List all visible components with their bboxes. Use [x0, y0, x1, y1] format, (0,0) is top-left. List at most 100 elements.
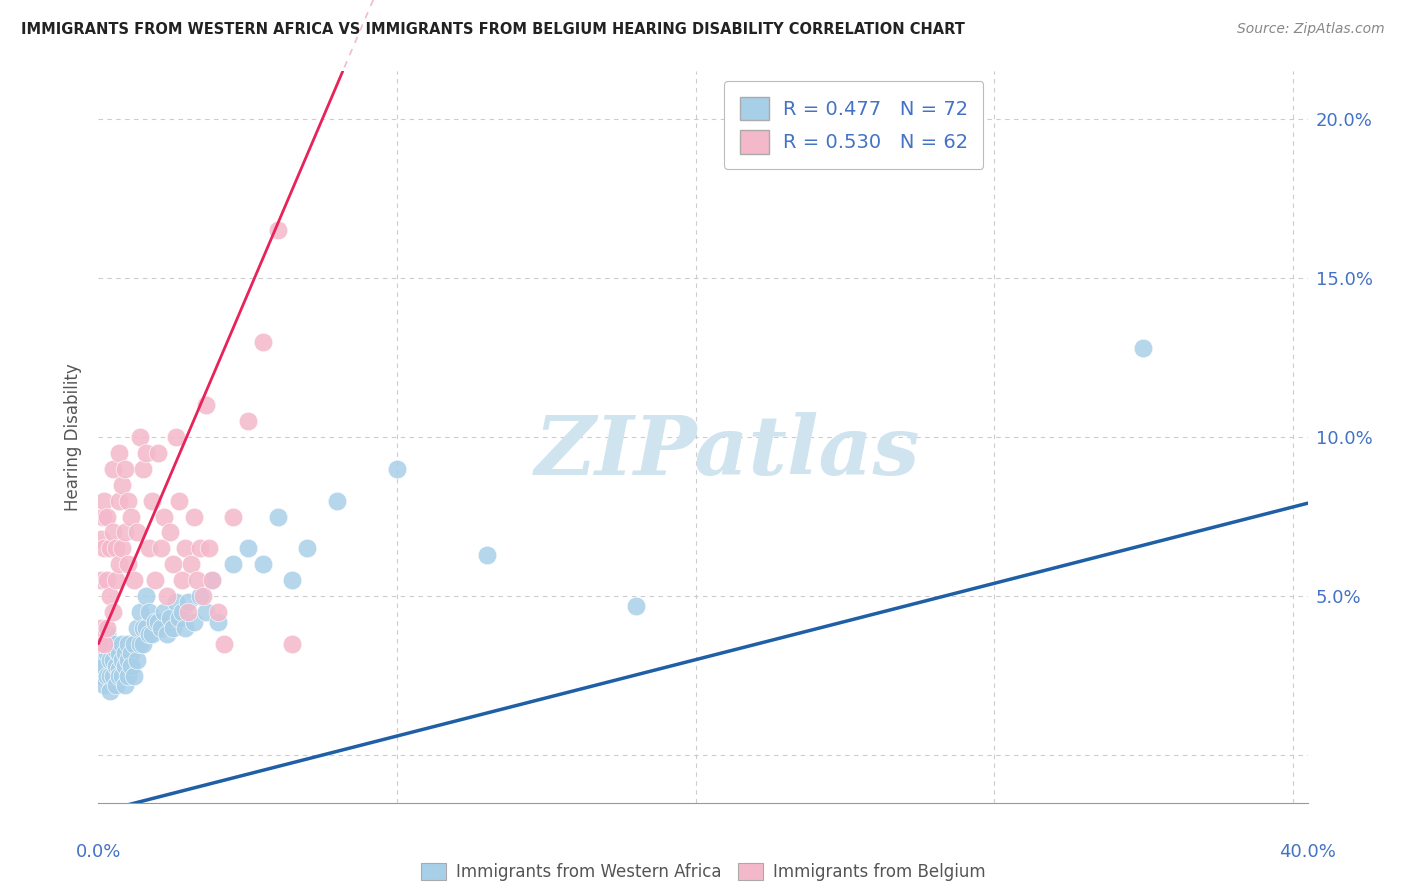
- Point: [93, 637, 115, 651]
- Point: [117, 653, 139, 667]
- Point: [108, 668, 131, 682]
- Point: [385, 462, 408, 476]
- Point: [129, 430, 152, 444]
- Point: [297, 541, 319, 556]
- Point: [153, 509, 176, 524]
- Point: [475, 548, 498, 562]
- Point: [222, 558, 245, 572]
- Point: [159, 611, 181, 625]
- Point: [111, 637, 134, 651]
- Point: [236, 414, 259, 428]
- Point: [98, 668, 121, 682]
- Point: [165, 430, 187, 444]
- Point: [89, 637, 111, 651]
- Point: [174, 621, 197, 635]
- Point: [207, 605, 229, 619]
- Point: [180, 558, 202, 572]
- Point: [236, 541, 259, 556]
- Point: [90, 653, 112, 667]
- Text: 0.0%: 0.0%: [76, 843, 121, 861]
- Point: [252, 558, 274, 572]
- Point: [111, 668, 134, 682]
- Point: [120, 646, 142, 660]
- Point: [127, 525, 149, 540]
- Point: [141, 627, 163, 641]
- Point: [120, 509, 142, 524]
- Point: [266, 509, 288, 524]
- Point: [114, 462, 136, 476]
- Point: [135, 589, 157, 603]
- Point: [105, 541, 128, 556]
- Point: [150, 621, 173, 635]
- Point: [96, 621, 118, 635]
- Point: [93, 659, 115, 673]
- Point: [159, 525, 181, 540]
- Point: [103, 637, 125, 651]
- Point: [103, 605, 125, 619]
- Point: [96, 509, 118, 524]
- Point: [90, 668, 112, 682]
- Point: [167, 611, 190, 625]
- Point: [183, 615, 205, 629]
- Point: [165, 595, 187, 609]
- Point: [167, 493, 190, 508]
- Point: [103, 462, 125, 476]
- Point: [143, 615, 166, 629]
- Point: [194, 398, 217, 412]
- Point: [117, 668, 139, 682]
- Point: [98, 653, 121, 667]
- Point: [96, 646, 118, 660]
- Point: [191, 589, 214, 603]
- Text: ZIPatlas: ZIPatlas: [534, 412, 920, 491]
- Point: [111, 653, 134, 667]
- Point: [150, 541, 173, 556]
- Point: [170, 573, 193, 587]
- Point: [156, 627, 179, 641]
- Legend: R = 0.477   N = 72, R = 0.530   N = 62: R = 0.477 N = 72, R = 0.530 N = 62: [724, 81, 983, 169]
- Point: [174, 541, 197, 556]
- Point: [98, 589, 121, 603]
- Point: [103, 668, 125, 682]
- Point: [93, 678, 115, 692]
- Point: [108, 662, 131, 676]
- Point: [108, 446, 131, 460]
- Point: [156, 589, 179, 603]
- Point: [98, 684, 121, 698]
- Point: [103, 653, 125, 667]
- Point: [132, 462, 155, 476]
- Point: [186, 573, 208, 587]
- Point: [183, 509, 205, 524]
- Point: [90, 532, 112, 546]
- Point: [146, 446, 169, 460]
- Point: [153, 605, 176, 619]
- Point: [117, 558, 139, 572]
- Y-axis label: Hearing Disability: Hearing Disability: [65, 363, 83, 511]
- Point: [93, 541, 115, 556]
- Point: [212, 637, 235, 651]
- Point: [114, 678, 136, 692]
- Point: [114, 646, 136, 660]
- Point: [105, 678, 128, 692]
- Point: [122, 573, 145, 587]
- Point: [90, 573, 112, 587]
- Point: [117, 637, 139, 651]
- Point: [122, 668, 145, 682]
- Text: Source: ZipAtlas.com: Source: ZipAtlas.com: [1237, 22, 1385, 37]
- Point: [111, 541, 134, 556]
- Point: [141, 493, 163, 508]
- Point: [98, 541, 121, 556]
- Point: [1132, 341, 1154, 355]
- Point: [188, 589, 211, 603]
- Point: [252, 334, 274, 349]
- Point: [132, 621, 155, 635]
- Point: [170, 605, 193, 619]
- Point: [138, 541, 160, 556]
- Point: [129, 605, 152, 619]
- Point: [108, 558, 131, 572]
- Point: [105, 659, 128, 673]
- Point: [96, 668, 118, 682]
- Point: [162, 558, 184, 572]
- Point: [222, 509, 245, 524]
- Point: [90, 621, 112, 635]
- Point: [138, 627, 160, 641]
